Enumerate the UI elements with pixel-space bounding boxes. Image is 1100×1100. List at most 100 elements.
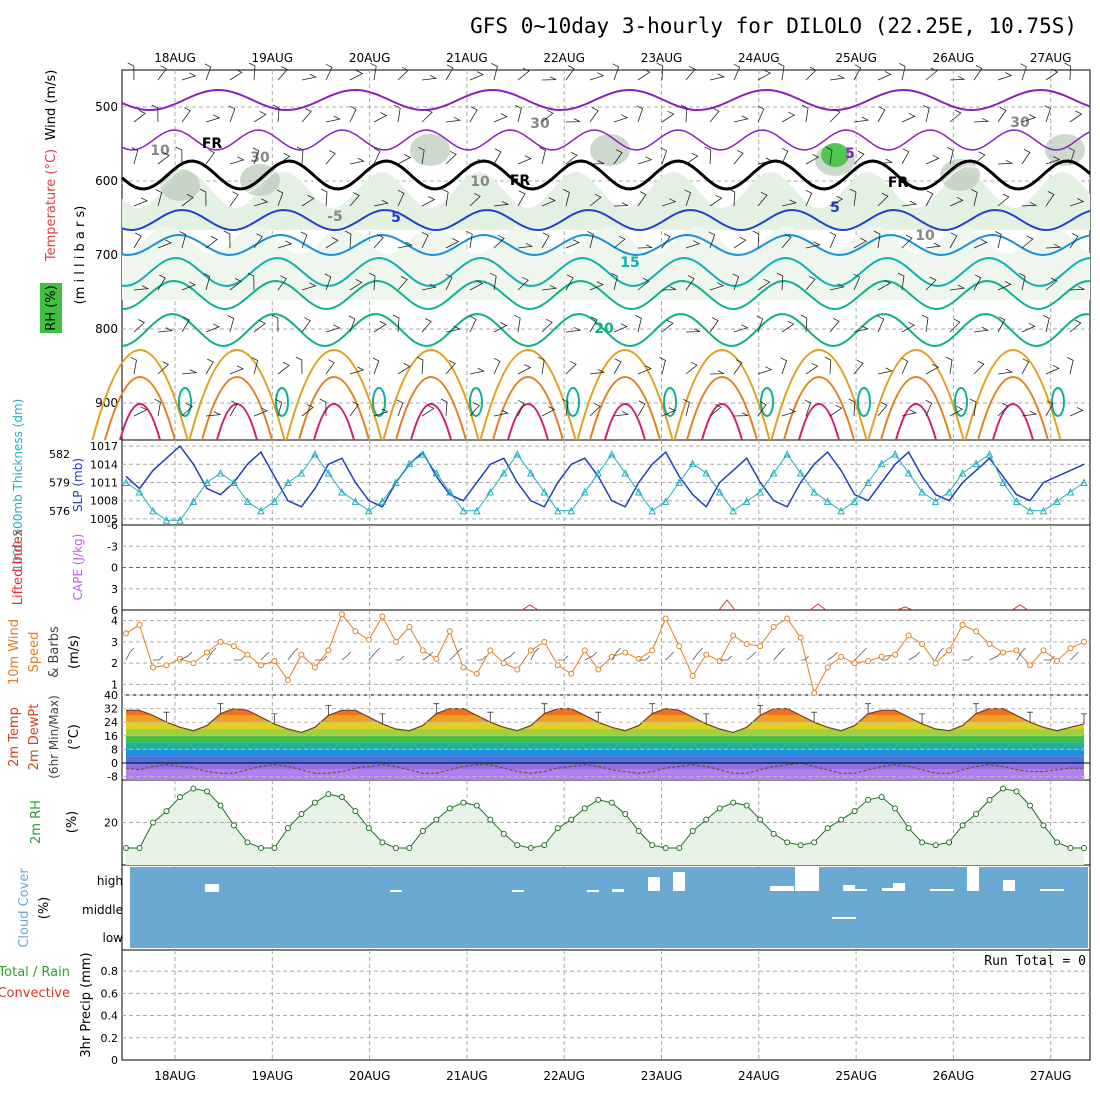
- wind10-point: [365, 636, 372, 643]
- thickness-point: [135, 487, 144, 496]
- thickness-point: [931, 497, 940, 505]
- wind-barb: [271, 314, 279, 333]
- cloud-gap: [893, 883, 905, 891]
- thickness-tick: 579: [49, 477, 70, 490]
- rh-point: [919, 839, 926, 846]
- wind-barb: [445, 360, 456, 375]
- wind10-point: [743, 641, 750, 647]
- wind-barb: [853, 116, 870, 123]
- wind-barb: [276, 189, 284, 207]
- wind-barb: [320, 188, 328, 207]
- wind10-axis-label-c: & Barbs: [47, 626, 62, 678]
- wind-barb: [637, 156, 653, 165]
- wind-barb: [656, 62, 664, 81]
- thickness-point: [756, 487, 764, 496]
- wind-barb: [637, 191, 647, 207]
- wind-barb: [445, 116, 462, 123]
- wind-barb: [1069, 406, 1084, 417]
- wind-barb: [155, 189, 163, 207]
- wind-barb: [205, 236, 218, 249]
- date-label-top: 19AUG: [252, 51, 294, 65]
- wind-barb: [805, 362, 819, 375]
- wind10-point: [878, 653, 885, 660]
- thickness-point: [621, 468, 630, 477]
- wind-barb: [824, 356, 832, 375]
- thickness-point: [904, 468, 913, 477]
- isotherm-contour: [121, 88, 1091, 112]
- wind-barb: [589, 72, 605, 81]
- cloud-gap: [1003, 880, 1015, 891]
- wind-barb: [877, 70, 892, 81]
- rh-shade-band: [122, 172, 1090, 230]
- wind10-point: [244, 651, 251, 658]
- wind-barb: [325, 63, 333, 81]
- wind10-point: [716, 658, 723, 664]
- rh-point: [959, 822, 966, 829]
- wind-barb: [421, 283, 437, 291]
- thickness-point: [540, 487, 549, 496]
- rh-shade-blob: [160, 169, 200, 201]
- wind-barb: [349, 401, 359, 417]
- wind10-barb: [287, 647, 299, 661]
- wind-barb: [319, 398, 327, 417]
- wind-barb: [901, 234, 913, 249]
- thickness-point: [365, 506, 373, 515]
- wind-barb: [348, 315, 356, 333]
- pressure-tick: 500: [95, 100, 118, 114]
- wind10-point: [1013, 647, 1020, 654]
- warm-isotherm-arch: [798, 403, 840, 441]
- wind10-point: [1040, 647, 1047, 654]
- wind-barb: [949, 284, 966, 291]
- wind-barb: [175, 146, 183, 165]
- wind-barb: [344, 230, 352, 249]
- wind-barb: [825, 146, 833, 165]
- temp-minmax-bar: [541, 703, 548, 714]
- rh-point: [743, 802, 750, 809]
- rh-point: [581, 805, 588, 812]
- wind-barb: [517, 67, 530, 81]
- wind-barb: [349, 192, 360, 207]
- wind-barb: [925, 363, 940, 375]
- thickness-point: [351, 497, 360, 505]
- wind-barb: [613, 358, 622, 375]
- temp2m-axis-label-c: (6hr Min/Max): [47, 695, 61, 779]
- temp-minmax-bar: [379, 713, 386, 724]
- wind-barb: [538, 356, 545, 375]
- wind-barb: [997, 280, 1012, 291]
- warm-isotherm-arch: [686, 376, 758, 441]
- temp-tick: -8: [107, 771, 118, 784]
- rh-point: [622, 811, 629, 817]
- wind-barb: [349, 157, 365, 165]
- wind-barb: [853, 273, 861, 291]
- panel-frame-precip: [121, 949, 1091, 1061]
- wind10-barb: [341, 651, 352, 661]
- wind-barb: [877, 158, 894, 165]
- rh-point: [797, 842, 804, 849]
- wind10-point: [635, 655, 642, 662]
- thickness-point: [972, 459, 980, 468]
- rh-axis-label: RH (%): [44, 285, 59, 330]
- isotherm-loop: [178, 387, 192, 417]
- temp-color-bands: [126, 708, 1084, 780]
- wind-barb: [277, 66, 288, 81]
- wind10-point: [770, 624, 777, 630]
- wind-barb: [253, 320, 266, 333]
- temp-tick: 24: [104, 716, 118, 729]
- warm-isotherm-arch: [604, 403, 646, 441]
- wind-barb: [901, 357, 909, 375]
- rh-point: [865, 796, 872, 803]
- thickness-point: [162, 516, 171, 524]
- wind-barb: [397, 66, 409, 81]
- wind-barb: [973, 65, 983, 81]
- wind-barb: [223, 230, 231, 249]
- thickness-axis-label: 1000-500mb Thickness (dm): [11, 399, 25, 572]
- warm-isotherm-arch: [992, 403, 1034, 441]
- warm-isotherm-arch: [964, 349, 1062, 441]
- wind-barb: [1067, 357, 1074, 375]
- date-label-top: 27AUG: [1030, 51, 1072, 65]
- slp-tick: 1017: [90, 440, 118, 453]
- wind-barb: [205, 411, 222, 417]
- wind10-point: [487, 647, 494, 654]
- pressure-tick: 600: [95, 174, 118, 188]
- wind-barb: [397, 276, 408, 291]
